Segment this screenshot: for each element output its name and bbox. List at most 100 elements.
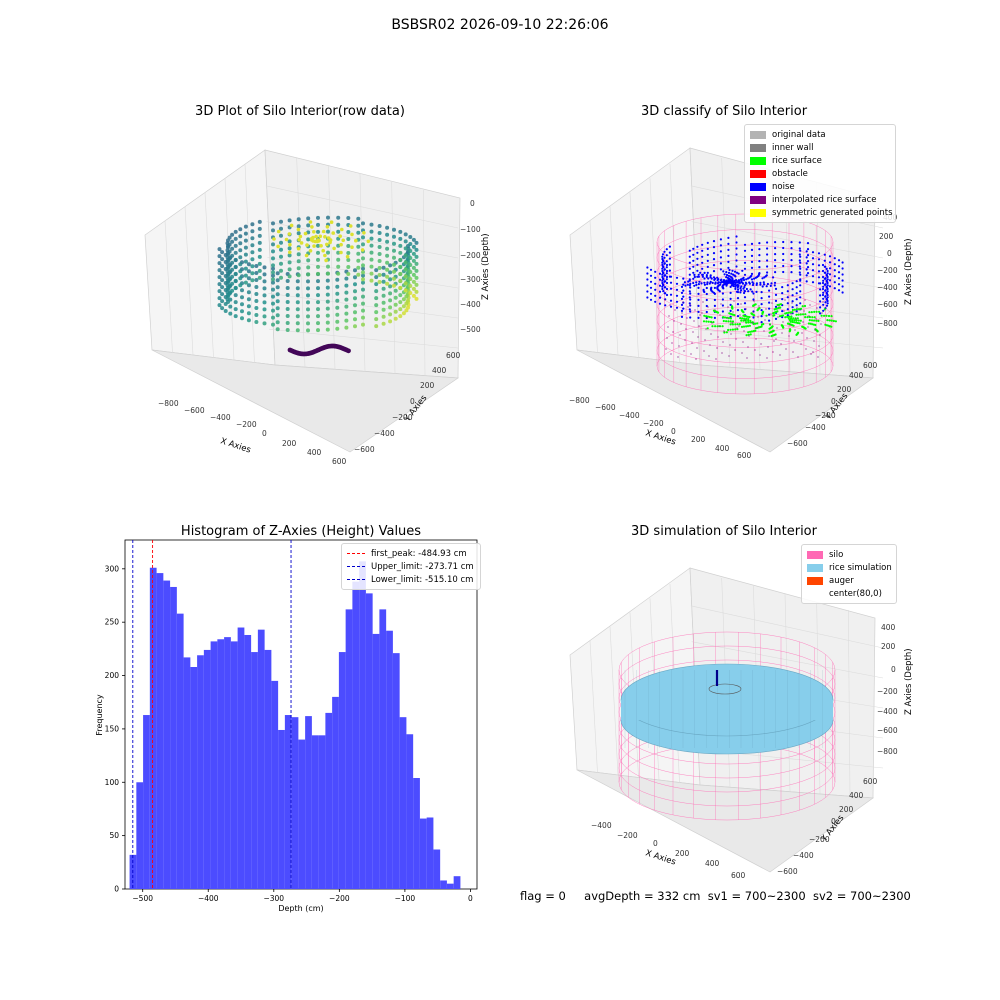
rice-surface-point bbox=[801, 305, 804, 308]
data-point bbox=[377, 245, 382, 249]
noise-point bbox=[823, 259, 826, 262]
data-point bbox=[296, 231, 301, 236]
noise-point bbox=[727, 254, 730, 257]
noise-point bbox=[713, 304, 716, 307]
data-point bbox=[361, 270, 365, 275]
noise-point bbox=[688, 261, 691, 264]
noise-point bbox=[727, 271, 731, 274]
panel1-xtick: −200 bbox=[236, 420, 257, 429]
rice-surface-point bbox=[773, 314, 776, 317]
data-point bbox=[233, 250, 238, 255]
panel4-ztick: −200 bbox=[877, 687, 898, 696]
data-point bbox=[408, 235, 413, 239]
noise-point bbox=[734, 275, 737, 278]
noise-point bbox=[795, 286, 798, 289]
data-point bbox=[287, 239, 292, 244]
data-point bbox=[326, 229, 330, 234]
noise-point bbox=[693, 273, 696, 276]
rice-surface-point bbox=[706, 327, 709, 330]
data-point bbox=[404, 308, 409, 313]
data-point bbox=[271, 266, 275, 271]
interpolated-point bbox=[808, 315, 810, 317]
noise-point bbox=[665, 248, 668, 251]
histogram-xtick-label: −500 bbox=[132, 894, 153, 903]
status-line: flag = 0 avgDepth = 332 cm sv1 = 700~230… bbox=[520, 889, 911, 903]
data-point bbox=[403, 239, 408, 244]
noise-point bbox=[712, 246, 716, 249]
noise-point bbox=[805, 256, 808, 259]
data-point bbox=[411, 272, 416, 277]
legend-line bbox=[347, 566, 365, 567]
panel2-ztick: −200 bbox=[877, 266, 898, 275]
histogram-bar bbox=[399, 717, 407, 889]
noise-point bbox=[705, 274, 708, 277]
rice-surface-point bbox=[830, 319, 833, 322]
interpolated-point bbox=[816, 307, 818, 309]
noise-point bbox=[791, 306, 794, 309]
noise-point bbox=[665, 254, 668, 257]
noise-point bbox=[743, 243, 747, 246]
rice-surface-point bbox=[788, 330, 791, 333]
histogram-bar bbox=[406, 734, 414, 889]
histogram-xtick-label: −300 bbox=[263, 894, 284, 903]
data-point bbox=[354, 238, 358, 243]
panel1-xtick: 600 bbox=[332, 457, 347, 466]
data-point bbox=[344, 318, 349, 323]
noise-point bbox=[743, 267, 747, 270]
noise-point bbox=[828, 255, 832, 258]
noise-point bbox=[749, 288, 752, 291]
rice-surface-point bbox=[799, 319, 802, 322]
status-sv2: sv2 = 700~2300 bbox=[812, 889, 911, 903]
noise-point bbox=[745, 282, 748, 285]
noise-point bbox=[727, 242, 730, 245]
data-point bbox=[220, 292, 225, 297]
interpolated-point bbox=[817, 356, 819, 358]
noise-point bbox=[798, 253, 801, 256]
noise-point bbox=[716, 276, 719, 279]
data-point bbox=[271, 221, 275, 226]
noise-point bbox=[706, 253, 709, 256]
rice-surface-point bbox=[748, 324, 751, 327]
panel4-ztick: −400 bbox=[877, 707, 898, 716]
data-point bbox=[296, 217, 301, 222]
noise-point bbox=[761, 285, 764, 288]
panel1-x-ticks: −800 −600 −400 −200 0 200 400 600 bbox=[158, 399, 347, 466]
data-point bbox=[398, 243, 403, 248]
data-point bbox=[385, 267, 390, 272]
panel2-ztick: −800 bbox=[877, 319, 898, 328]
noise-point bbox=[806, 248, 810, 251]
data-point bbox=[227, 277, 232, 282]
data-point bbox=[230, 260, 235, 265]
noise-point bbox=[774, 247, 777, 250]
noise-point bbox=[661, 271, 665, 274]
noise-point bbox=[837, 265, 841, 268]
data-point bbox=[316, 314, 320, 319]
histogram-bar bbox=[156, 573, 164, 889]
rice-surface-point bbox=[747, 319, 750, 322]
noise-point bbox=[743, 289, 746, 292]
noise-point bbox=[668, 269, 671, 272]
noise-point bbox=[828, 279, 832, 282]
histogram-ytick-label: 300 bbox=[105, 564, 120, 573]
grid-line bbox=[691, 221, 884, 259]
noise-point bbox=[706, 271, 709, 274]
noise-point bbox=[821, 281, 825, 285]
grid-line bbox=[690, 605, 884, 649]
noise-point bbox=[722, 270, 725, 273]
noise-point bbox=[781, 286, 784, 289]
noise-point bbox=[752, 292, 755, 295]
noise-point bbox=[825, 298, 829, 301]
data-point bbox=[356, 265, 361, 270]
data-point bbox=[361, 273, 365, 278]
data-point bbox=[306, 293, 310, 298]
grid-line bbox=[609, 206, 619, 356]
noise-point bbox=[795, 298, 798, 301]
rice-surface-point bbox=[813, 319, 816, 322]
noise-point bbox=[772, 276, 775, 279]
grid-line bbox=[629, 192, 639, 358]
data-point bbox=[220, 257, 225, 262]
noise-point bbox=[669, 305, 673, 308]
data-point bbox=[238, 262, 243, 267]
histogram-bar bbox=[278, 729, 285, 889]
noise-point bbox=[663, 292, 666, 295]
